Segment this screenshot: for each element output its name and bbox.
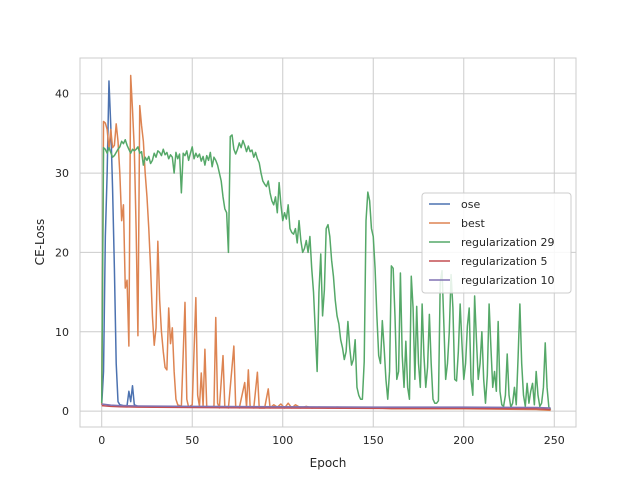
legend: ose best regularization 29 regularization 5… xyxy=(421,192,572,294)
series-line-regularization-29 xyxy=(100,134,552,410)
x-axis-label: Epoch xyxy=(310,456,347,470)
x-tick-label: 250 xyxy=(544,434,565,447)
legend-label: best xyxy=(461,217,485,230)
x-tick-label: 100 xyxy=(272,434,293,447)
y-tick-label: 10 xyxy=(55,326,69,339)
y-axis-label: CE-Loss xyxy=(33,219,47,266)
x-tick-label: 0 xyxy=(98,434,105,447)
series-line-regularization-10 xyxy=(101,403,551,409)
plot-frame xyxy=(79,57,577,428)
y-tick-label: 0 xyxy=(62,405,69,418)
y-tick-label: 20 xyxy=(55,246,69,259)
y-tick-label: 30 xyxy=(55,167,69,180)
x-tick-label: 50 xyxy=(185,434,199,447)
series-line-regularization-5 xyxy=(101,404,551,411)
legend-label: regularization 29 xyxy=(461,236,554,249)
y-tick-label: 40 xyxy=(55,88,69,101)
series-line-best xyxy=(100,74,551,412)
grid-lines xyxy=(80,58,576,427)
legend-label: regularization 10 xyxy=(461,274,554,287)
series-layer xyxy=(100,74,552,412)
legend-label: ose xyxy=(461,198,480,211)
x-tick-label: 150 xyxy=(363,434,384,447)
legend-label: regularization 5 xyxy=(461,255,547,268)
x-tick-label: 200 xyxy=(453,434,474,447)
legend-box xyxy=(421,192,572,294)
tick-labels: 0 50 100 150 200 250 0 10 20 30 40 xyxy=(55,88,565,447)
